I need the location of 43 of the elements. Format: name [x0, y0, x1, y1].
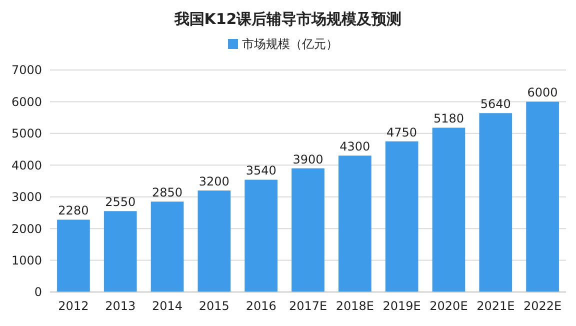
bar	[479, 113, 512, 292]
data-label: 2850	[152, 186, 183, 200]
bar	[526, 102, 559, 292]
bar	[150, 202, 184, 292]
x-tick-label: 2016	[246, 299, 276, 313]
bar	[432, 128, 466, 292]
data-label: 2550	[105, 195, 136, 210]
data-label: 6000	[527, 86, 558, 100]
bar	[244, 180, 278, 292]
legend-label: 市场规模（亿元）	[242, 37, 338, 51]
data-label: 5640	[480, 97, 511, 112]
x-tick-label: 2021E	[476, 299, 515, 313]
x-tick-label: 2012	[58, 299, 89, 313]
y-tick-label: 4000	[11, 158, 42, 172]
y-tick-label: 2000	[11, 222, 42, 236]
bar	[385, 141, 418, 292]
bar	[57, 220, 90, 292]
data-label: 3540	[246, 164, 276, 178]
y-tick-label: 3000	[11, 190, 42, 204]
chart-title: 我国K12课后辅导市场规模及预测	[173, 10, 402, 28]
data-label: 5180	[433, 112, 464, 126]
y-tick-label: 0	[34, 285, 42, 300]
x-tick-label: 2019E	[382, 299, 421, 313]
data-label: 4300	[340, 140, 370, 154]
y-tick-label: 7000	[11, 63, 42, 78]
x-tick-label: 2020E	[430, 299, 468, 313]
bar	[292, 168, 324, 292]
x-tick-label: 2022E	[523, 299, 562, 313]
x-tick-label: 2014	[152, 299, 183, 313]
bar	[198, 190, 231, 292]
data-label: 3200	[198, 174, 230, 189]
y-tick-label: 6000	[11, 94, 42, 109]
y-tick-label: 1000	[11, 253, 42, 268]
x-tick-label: 2017E	[288, 299, 328, 313]
x-tick-label: 2018E	[336, 299, 374, 313]
x-tick-label: 2015	[198, 299, 230, 313]
data-label: 3900	[292, 152, 324, 166]
data-label: 2280	[58, 204, 89, 218]
bar	[338, 156, 372, 292]
y-tick-label: 5000	[11, 126, 42, 141]
x-tick-label: 2013	[105, 299, 136, 313]
data-label: 4750	[386, 125, 418, 140]
bar	[104, 211, 137, 292]
